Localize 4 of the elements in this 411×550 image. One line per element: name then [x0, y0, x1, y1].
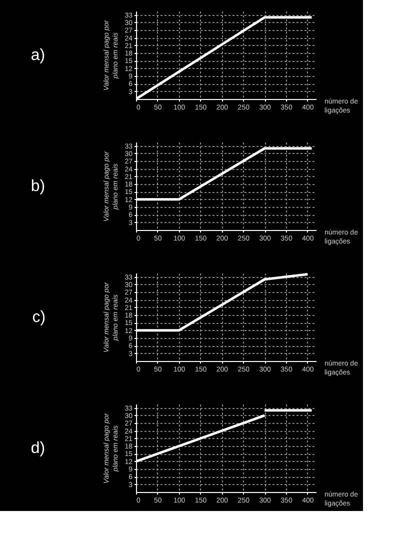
text: d) [30, 440, 46, 457]
text: a) [30, 47, 46, 64]
text: c) [32, 309, 46, 326]
text: b) [30, 178, 46, 195]
